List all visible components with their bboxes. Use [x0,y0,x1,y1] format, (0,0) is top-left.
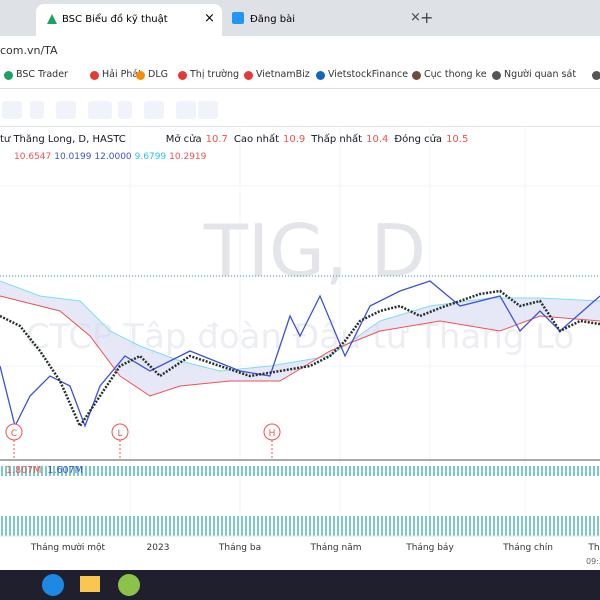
bookmark[interactable]: BSC Trader [16,69,68,80]
ohlc-label: Đóng cửa [394,134,443,145]
ohlc-value: 10.5 [446,134,469,145]
bookmark-icon [412,71,421,80]
volume-value: 1.607M [47,465,83,476]
address-bar[interactable]: com.vn/TA [0,36,600,64]
chart-toolbar [0,96,600,127]
price-candles [0,289,600,429]
indicator-value: 10.0199 [54,152,92,162]
event-label: C [11,429,17,439]
bookmark[interactable]: Cục thong ke [424,69,487,80]
bookmark-icon [90,71,99,80]
event-label: H [269,429,276,439]
indicator-value: 12.0000 [94,152,132,162]
bookmark[interactable]: VietnamBiz [256,69,310,80]
tab-bar: BSC Biểu đồ kỹ thuật × Đăng bài × + [0,0,600,36]
volume-bars [0,466,600,536]
ohlc-value: 10.4 [366,134,389,145]
indicator-value: 10.2919 [169,152,207,162]
close-icon[interactable]: × [410,10,421,25]
tab-title[interactable]: Đăng bài [250,14,295,25]
bookmarks-bar: BSC Trader Hải Phát DLG Thị trường VietnamBi… [0,64,600,89]
bookmark-icon [136,71,145,80]
bookmark[interactable]: Hải Phát [102,69,142,80]
dropdown[interactable] [118,101,132,119]
settings-button[interactable] [56,101,76,119]
bookmark[interactable]: DLG [148,69,168,80]
explorer-icon[interactable] [80,576,100,592]
candle-button[interactable] [2,101,22,119]
x-label: Tháng bảy [405,542,454,553]
x-label: Tháng mười một [30,542,106,553]
legend: tư Thăng Long, D, HASTC Mở cửa 10.7 Cao nhấ… [0,134,474,145]
bookmark-icon [4,71,13,80]
watermark: TIG, D [203,209,426,293]
ohlc-value: 10.9 [283,134,306,145]
tab-title: BSC Biểu đồ kỹ thuật [62,14,168,25]
lagging-span [0,280,600,428]
edge-icon[interactable] [42,574,64,596]
redo-button[interactable] [198,101,218,119]
ohlc-label: Thấp nhất [311,134,363,145]
dropdown[interactable] [30,101,44,119]
indicator-button[interactable] [88,101,112,119]
bookmark[interactable]: VietstockFinance [328,69,409,80]
bookmark-icon [316,71,325,80]
taskbar [0,570,600,600]
app-icon[interactable] [118,574,140,596]
bookmark-icon [592,71,600,80]
bookmark[interactable]: Thị trường [190,69,239,80]
compare-button[interactable] [144,101,164,119]
clock: 09:3 [586,557,600,566]
ohlc-value: 10.7 [205,134,228,145]
bookmark[interactable]: Người quan sát [504,69,577,80]
close-icon[interactable]: × [204,11,215,26]
tab-icon [232,12,244,24]
x-label: Th [587,543,599,553]
bookmark-icon [178,71,187,80]
tab-icon [47,14,57,24]
volume-value: 1.807M [6,465,42,476]
event-label: L [117,429,122,439]
symbol: tư Thăng Long, D, HASTC [0,134,126,145]
x-label: Tháng năm [310,543,362,553]
new-tab-button[interactable]: + [420,8,434,27]
bookmark-icon [244,71,253,80]
span-a [0,280,600,372]
x-label: Tháng ba [218,543,261,553]
span-b [0,295,600,397]
ohlc-label: Cao nhất [233,134,279,145]
indicator-values: 10.6547 10.0199 12.0000 9.6799 10.2919 [0,152,209,162]
x-label: Tháng chín [502,543,553,553]
bookmark-icon [492,71,501,80]
indicator-value: 10.6547 [14,152,52,162]
volume-values: 1.807M 1.607M [6,465,89,476]
url: com.vn/TA [0,44,58,57]
ohlc-label: Mở cửa [165,134,202,145]
x-label: 2023 [147,543,170,553]
undo-button[interactable] [176,101,196,119]
tab[interactable]: BSC Biểu đồ kỹ thuật × [36,4,222,36]
indicator-value: 9.6799 [134,152,167,162]
